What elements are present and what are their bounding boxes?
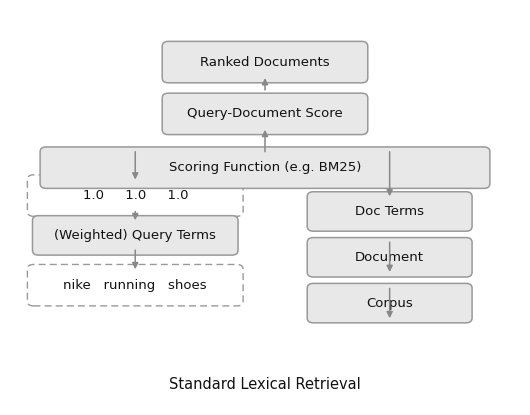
FancyBboxPatch shape <box>307 192 472 231</box>
FancyBboxPatch shape <box>32 216 238 255</box>
FancyBboxPatch shape <box>307 237 472 277</box>
FancyBboxPatch shape <box>28 264 243 306</box>
Text: Standard Lexical Retrieval: Standard Lexical Retrieval <box>169 377 361 392</box>
FancyBboxPatch shape <box>307 283 472 323</box>
Text: Query-Document Score: Query-Document Score <box>187 107 343 120</box>
FancyBboxPatch shape <box>162 42 368 83</box>
Text: Doc Terms: Doc Terms <box>355 205 424 218</box>
Text: Document: Document <box>355 251 424 264</box>
Text: nike   running   shoes: nike running shoes <box>64 279 207 292</box>
FancyBboxPatch shape <box>162 93 368 134</box>
Text: (Weighted) Query Terms: (Weighted) Query Terms <box>54 229 216 242</box>
FancyBboxPatch shape <box>28 175 243 216</box>
Text: Scoring Function (e.g. BM25): Scoring Function (e.g. BM25) <box>169 161 361 174</box>
Text: 1.0     1.0     1.0: 1.0 1.0 1.0 <box>83 189 188 202</box>
Text: Ranked Documents: Ranked Documents <box>200 56 330 68</box>
FancyBboxPatch shape <box>40 147 490 188</box>
Text: Corpus: Corpus <box>366 297 413 310</box>
